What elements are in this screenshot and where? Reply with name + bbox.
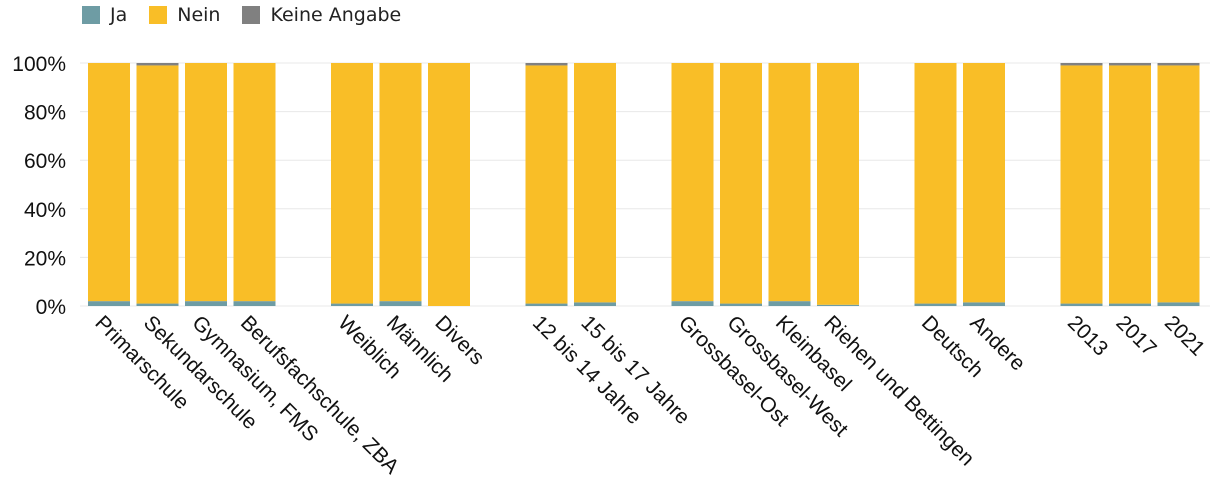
bar-segment[interactable] [525,63,568,66]
legend: Ja Nein Keine Angabe [82,4,401,26]
bar-segment[interactable] [817,304,859,306]
legend-label-ja: Ja [110,4,128,26]
bar-segment[interactable] [88,301,130,306]
legend-swatch-keine-angabe [242,6,261,24]
bar-segment[interactable] [428,63,470,306]
y-tick-label: 40% [24,199,66,222]
bar-segment[interactable] [233,301,276,306]
bar-segment[interactable] [1157,302,1200,306]
bar-segment[interactable] [136,63,179,66]
bar-segment[interactable] [331,63,373,304]
bar-segment[interactable] [1157,65,1200,303]
legend-label-keine-angabe: Keine Angabe [270,4,402,26]
legend-item-ja[interactable]: Ja [82,4,127,26]
bar-segment[interactable] [963,63,1005,303]
bar-segment[interactable] [768,63,811,302]
y-tick-label: 20% [24,247,66,270]
legend-swatch-nein [149,6,168,24]
bar-segment[interactable] [88,63,130,302]
bar-segment[interactable] [720,63,762,304]
bar-segment[interactable] [1109,65,1151,304]
bar-segment[interactable] [1060,65,1103,304]
bar-segment[interactable] [1109,63,1151,66]
legend-item-nein[interactable]: Nein [149,4,220,26]
bar-segment[interactable] [233,63,276,302]
bar-segment[interactable] [574,63,616,303]
bar-segment[interactable] [185,301,227,306]
bar-segment[interactable] [1060,303,1103,306]
bar-segment[interactable] [963,302,1005,306]
bar-segment[interactable] [914,303,957,306]
legend-swatch-ja [82,6,100,24]
x-category-label: 2013 [1063,311,1112,360]
legend-item-keine-angabe[interactable]: Keine Angabe [242,4,401,26]
y-tick-label: 80% [24,102,66,125]
bar-segment[interactable] [1157,63,1200,66]
bar-segment[interactable] [525,65,568,304]
x-category-label: 2017 [1111,311,1160,360]
bar-segment[interactable] [768,301,811,306]
bar-segment[interactable] [671,63,714,302]
bar-segment[interactable] [914,63,957,304]
y-tick-label: 0% [36,296,66,319]
bar-segment[interactable] [720,303,762,306]
bar-segment[interactable] [136,303,179,306]
bar-segment[interactable] [185,63,227,302]
bar-segment[interactable] [136,65,179,304]
bar-segment[interactable] [817,63,859,305]
bar-segment[interactable] [331,303,373,306]
x-category-label: 2021 [1160,311,1209,360]
bar-segment[interactable] [671,301,714,306]
bar-segment[interactable] [379,63,422,302]
legend-label-nein: Nein [177,4,221,26]
bar-segment[interactable] [1060,63,1103,66]
y-tick-label: 60% [24,150,66,173]
bar-segment[interactable] [379,301,422,306]
y-tick-label: 100% [12,53,66,76]
bar-segment[interactable] [525,303,568,306]
bar-segment[interactable] [574,302,616,306]
bar-segment[interactable] [1109,303,1151,306]
